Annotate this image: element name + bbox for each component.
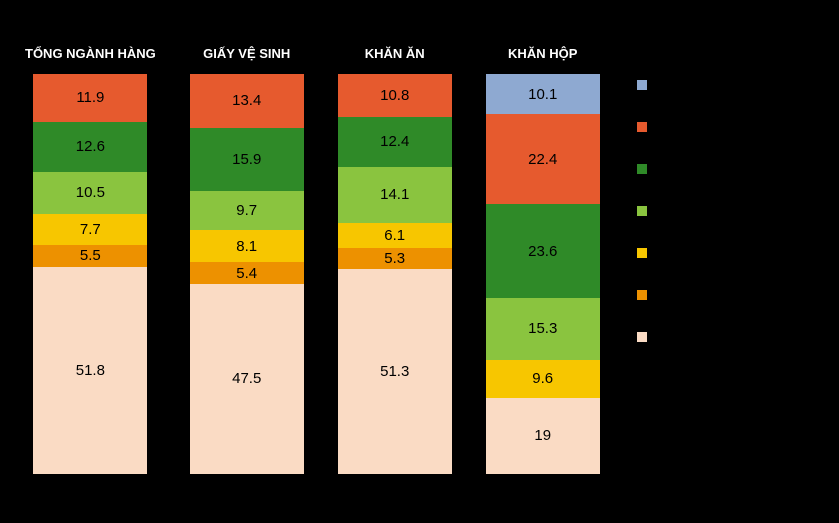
segment-value: 9.7: [236, 202, 257, 219]
legend-swatch: [637, 206, 647, 216]
bar-segment: 12.6: [33, 122, 147, 172]
column-stack: 10.1 22.4 23.6 15.3 9.6 19: [486, 74, 600, 474]
legend-swatch: [637, 80, 647, 90]
stacked-bar-chart: TỔNG NGÀNH HÀNG 11.9 12.6 10.5 7.7 5.5 51.8 GIẤ…: [0, 0, 839, 523]
segment-value: 9.6: [532, 370, 553, 387]
bar-segment: 22.4: [486, 114, 600, 204]
bar-segment: 51.3: [338, 269, 452, 474]
bar-segment: 23.6: [486, 204, 600, 298]
segment-value: 13.4: [232, 92, 261, 109]
bar-segment: 5.5: [33, 245, 147, 267]
legend-item: [637, 80, 657, 90]
bar-segment: 8.1: [190, 230, 304, 262]
segment-value: 10.1: [528, 86, 557, 103]
bar-segment: 15.9: [190, 128, 304, 192]
column-stack: 13.4 15.9 9.7 8.1 5.4 47.5: [190, 74, 304, 474]
column-title: KHĂN ĂN: [365, 46, 425, 64]
column-title: KHĂN HỘP: [508, 46, 577, 64]
segment-value: 7.7: [80, 221, 101, 238]
legend-item: [637, 332, 657, 342]
bar-segment: 10.8: [338, 74, 452, 117]
bar-segment: 9.6: [486, 360, 600, 398]
segment-value: 11.9: [76, 89, 104, 106]
segment-value: 12.6: [76, 138, 105, 155]
segment-value: 51.3: [380, 363, 409, 380]
chart-column: TỔNG NGÀNH HÀNG 11.9 12.6 10.5 7.7 5.5 51.8: [25, 46, 156, 474]
segment-value: 5.3: [384, 250, 405, 267]
segment-value: 23.6: [528, 243, 557, 260]
bar-segment: 47.5: [190, 284, 304, 474]
legend-item: [637, 206, 657, 216]
column-title: GIẤY VỆ SINH: [203, 46, 290, 64]
bar-segment: 9.7: [190, 191, 304, 230]
bar-segment: 19: [486, 398, 600, 474]
legend-swatch: [637, 164, 647, 174]
bar-segment: 15.3: [486, 298, 600, 359]
column-stack: 11.9 12.6 10.5 7.7 5.5 51.8: [33, 74, 147, 474]
chart-column: GIẤY VỆ SINH 13.4 15.9 9.7 8.1 5.4 47.5: [190, 46, 304, 474]
segment-value: 8.1: [236, 238, 257, 255]
segment-value: 10.8: [380, 87, 409, 104]
chart-columns: TỔNG NGÀNH HÀNG 11.9 12.6 10.5 7.7 5.5 51.8 GIẤ…: [25, 46, 600, 474]
legend-item: [637, 248, 657, 258]
segment-value: 10.5: [76, 184, 105, 201]
bar-segment: 5.3: [338, 248, 452, 269]
column-stack: 10.8 12.4 14.1 6.1 5.3 51.3: [338, 74, 452, 474]
segment-value: 15.3: [528, 320, 557, 337]
bar-segment: 6.1: [338, 223, 452, 247]
segment-value: 51.8: [76, 362, 105, 379]
bar-segment: 13.4: [190, 74, 304, 128]
chart-legend: [637, 80, 657, 342]
bar-segment: 5.4: [190, 262, 304, 284]
bar-segment: 7.7: [33, 214, 147, 245]
chart-column: KHĂN HỘP 10.1 22.4 23.6 15.3 9.6 19: [486, 46, 600, 474]
bar-segment: 10.1: [486, 74, 600, 114]
legend-item: [637, 122, 657, 132]
segment-value: 14.1: [380, 186, 409, 203]
segment-value: 6.1: [384, 227, 405, 244]
segment-value: 5.5: [80, 247, 101, 264]
segment-value: 5.4: [236, 265, 257, 282]
legend-swatch: [637, 122, 647, 132]
bar-segment: 12.4: [338, 117, 452, 167]
bar-segment: 11.9: [33, 74, 147, 122]
segment-value: 19: [534, 427, 551, 444]
bar-segment: 10.5: [33, 172, 147, 214]
bar-segment: 14.1: [338, 167, 452, 223]
column-title: TỔNG NGÀNH HÀNG: [25, 46, 156, 64]
segment-value: 12.4: [380, 133, 409, 150]
segment-value: 22.4: [528, 151, 557, 168]
legend-item: [637, 290, 657, 300]
legend-item: [637, 164, 657, 174]
legend-swatch: [637, 290, 647, 300]
segment-value: 15.9: [232, 151, 261, 168]
chart-column: KHĂN ĂN 10.8 12.4 14.1 6.1 5.3 51.3: [338, 46, 452, 474]
legend-swatch: [637, 332, 647, 342]
segment-value: 47.5: [232, 370, 261, 387]
legend-swatch: [637, 248, 647, 258]
bar-segment: 51.8: [33, 267, 147, 474]
